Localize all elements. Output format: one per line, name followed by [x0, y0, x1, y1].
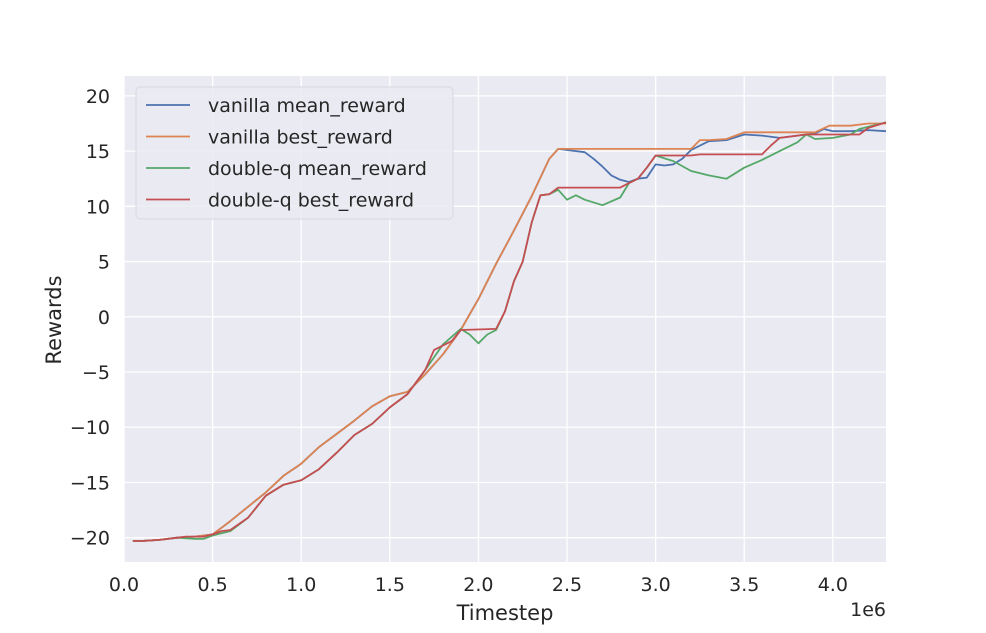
y-tick-label: 20	[86, 86, 110, 108]
series-line	[132, 121, 887, 542]
x-tick-label: 0.5	[197, 574, 227, 596]
legend-label: double-q best_reward	[208, 190, 414, 212]
x-tick-label: 1.0	[286, 574, 316, 596]
y-axis-label: Rewards	[42, 275, 66, 364]
x-tick-label: 1.5	[375, 574, 405, 596]
x-axis-label: Timestep	[456, 601, 554, 625]
series-lines	[132, 121, 887, 542]
x-tick-labels: 0.0 0.5 1.0 1.5 2.0 2.5 3.0 3.5 4.0	[109, 574, 848, 596]
legend-box	[135, 86, 454, 220]
y-tick-label: −20	[70, 528, 110, 550]
x-tick-label: 2.5	[552, 574, 582, 596]
x-tick-label: 4.0	[818, 574, 848, 596]
legend-label: vanilla mean_reward	[208, 95, 406, 117]
y-tick-label: 5	[98, 252, 110, 274]
x-axis-scale-label: 1e6	[850, 599, 886, 621]
y-tick-label: 10	[86, 196, 110, 218]
y-tick-labels: −20 −15 −10 −5 0 5 10 15 20	[70, 86, 110, 550]
y-tick-label: −10	[70, 417, 110, 439]
series-line	[132, 122, 886, 542]
y-tick-label: 0	[98, 307, 110, 329]
y-tick-label: 15	[86, 141, 110, 163]
x-tick-label: 0.0	[109, 574, 139, 596]
legend-label: vanilla best_reward	[208, 127, 393, 149]
y-tick-label: −5	[82, 362, 110, 384]
x-tick-label: 3.5	[729, 574, 759, 596]
x-tick-label: 3.0	[641, 574, 671, 596]
legend-label: double-q mean_reward	[208, 158, 427, 180]
x-tick-label: 2.0	[463, 574, 493, 596]
y-tick-label: −15	[70, 472, 110, 494]
